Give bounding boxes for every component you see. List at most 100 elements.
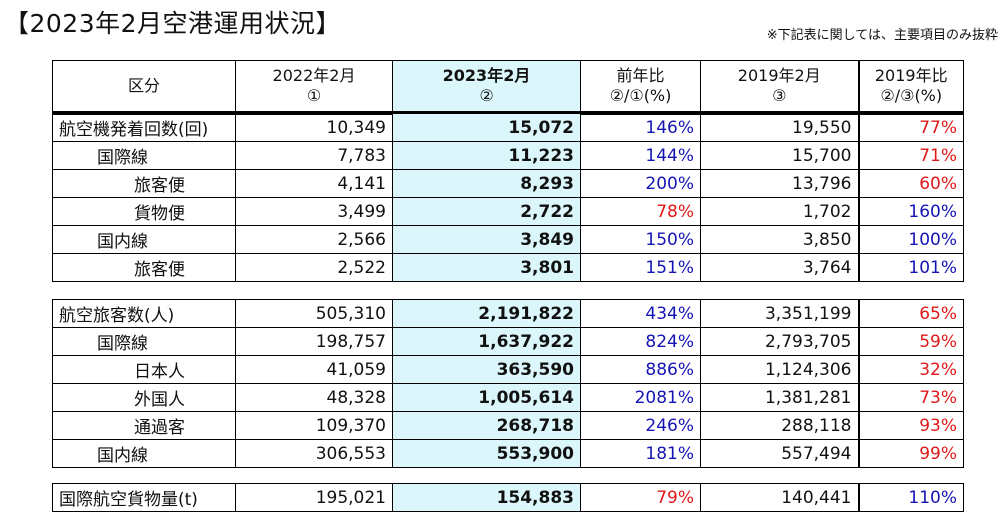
header-label: 2023年2月 <box>442 66 531 85</box>
yoy-ratio: 824% <box>580 327 701 356</box>
value-2019: 140,441 <box>700 483 860 512</box>
value-2019: 288,118 <box>700 411 860 440</box>
row-label: 旅客便 <box>52 253 236 282</box>
row-label: 日本人 <box>52 355 236 384</box>
header-table: 区分 2022年2月 ① 2023年2月 ② 前年比 ②/①(%) 2019年2月 ③ … <box>52 60 964 115</box>
value-2023: 363,590 <box>392 355 581 384</box>
yoy-ratio: 78% <box>580 197 701 226</box>
row-label: 国内線 <box>52 439 236 468</box>
value-2022: 2,566 <box>235 225 393 254</box>
value-2019: 557,494 <box>700 439 860 468</box>
vs2019-ratio: 73% <box>858 383 964 412</box>
header-sublabel: ② <box>479 86 494 105</box>
header-label: 2022年2月 <box>272 66 356 85</box>
vs2019-ratio: 77% <box>858 113 964 142</box>
value-2019: 13,796 <box>700 169 860 198</box>
value-2022: 3,499 <box>235 197 393 226</box>
value-2022: 4,141 <box>235 169 393 198</box>
value-2022: 41,059 <box>235 355 393 384</box>
value-2023: 2,191,822 <box>392 299 581 328</box>
table-row: 国内線 306,553 553,900 181% 557,494 99% <box>52 439 964 468</box>
header-label: 2019年2月 <box>737 66 821 85</box>
table-row: 国内線 2,566 3,849 150% 3,850 100% <box>52 225 964 254</box>
value-2019: 19,550 <box>700 113 860 142</box>
yoy-ratio: 200% <box>580 169 701 198</box>
section-table: 航空旅客数(人) 505,310 2,191,822 434% 3,351,199 65%… <box>52 299 964 468</box>
value-2022: 198,757 <box>235 327 393 356</box>
row-label: 国際線 <box>52 327 236 356</box>
table-row: 国際航空貨物量(t) 195,021 154,883 79% 140,441 110% <box>52 483 964 512</box>
table-row: 日本人 41,059 363,590 886% 1,124,306 32% <box>52 355 964 384</box>
value-2022: 48,328 <box>235 383 393 412</box>
value-2019: 3,764 <box>700 253 860 282</box>
header-vs2019: 2019年比 ②/③(%) <box>858 60 964 114</box>
header-2019: 2019年2月 ③ <box>700 60 860 114</box>
value-2023: 3,849 <box>392 225 581 254</box>
row-label: 国内線 <box>52 225 236 254</box>
yoy-ratio: 146% <box>580 113 701 142</box>
yoy-ratio: 246% <box>580 411 701 440</box>
row-label: 国際線 <box>52 141 236 170</box>
value-2023: 15,072 <box>392 113 581 142</box>
value-2019: 1,381,281 <box>700 383 860 412</box>
yoy-ratio: 886% <box>580 355 701 384</box>
value-2022: 306,553 <box>235 439 393 468</box>
yoy-ratio: 144% <box>580 141 701 170</box>
value-2022: 109,370 <box>235 411 393 440</box>
table-row: 航空機発着回数(回) 10,349 15,072 146% 19,550 77% <box>52 113 964 142</box>
vs2019-ratio: 65% <box>858 299 964 328</box>
value-2019: 1,124,306 <box>700 355 860 384</box>
header-sublabel: ③ <box>772 86 787 105</box>
vs2019-ratio: 93% <box>858 411 964 440</box>
vs2019-ratio: 60% <box>858 169 964 198</box>
yoy-ratio: 79% <box>580 483 701 512</box>
value-2023: 1,005,614 <box>392 383 581 412</box>
header-sublabel: ① <box>306 86 322 105</box>
header-label: 前年比 <box>616 66 665 85</box>
value-2022: 195,021 <box>235 483 393 512</box>
table-row: 旅客便 4,141 8,293 200% 13,796 60% <box>52 169 964 198</box>
table-row: 外国人 48,328 1,005,614 2081% 1,381,281 73% <box>52 383 964 412</box>
page-title: 【2023年2月空港運用状況】 <box>4 9 342 38</box>
header-2023: 2023年2月 ② <box>392 60 581 114</box>
header-2022: 2022年2月 ① <box>235 60 393 114</box>
row-label: 旅客便 <box>52 169 236 198</box>
value-2019: 2,793,705 <box>700 327 860 356</box>
header-label: 2019年比 <box>874 66 948 85</box>
vs2019-ratio: 32% <box>858 355 964 384</box>
footnote: ※下記表に関しては、主要項目のみ抜粋 <box>766 28 998 43</box>
value-2022: 7,783 <box>235 141 393 170</box>
row-label: 貨物便 <box>52 197 236 226</box>
vs2019-ratio: 99% <box>858 439 964 468</box>
yoy-ratio: 434% <box>580 299 701 328</box>
row-label: 外国人 <box>52 383 236 412</box>
table-row: 国際線 198,757 1,637,922 824% 2,793,705 59% <box>52 327 964 356</box>
value-2019: 1,702 <box>700 197 860 226</box>
yoy-ratio: 181% <box>580 439 701 468</box>
value-2019: 3,850 <box>700 225 860 254</box>
table-row: 旅客便 2,522 3,801 151% 3,764 101% <box>52 253 964 282</box>
vs2019-ratio: 100% <box>858 225 964 254</box>
header-category: 区分 <box>52 60 236 114</box>
value-2023: 8,293 <box>392 169 581 198</box>
yoy-ratio: 150% <box>580 225 701 254</box>
vs2019-ratio: 160% <box>858 197 964 226</box>
yoy-ratio: 2081% <box>580 383 701 412</box>
vs2019-ratio: 110% <box>858 483 964 512</box>
header-yoy: 前年比 ②/①(%) <box>580 60 701 114</box>
header-sublabel: ②/①(%) <box>609 86 672 105</box>
value-2019: 15,700 <box>700 141 860 170</box>
value-2023: 2,722 <box>392 197 581 226</box>
table-row: 通過客 109,370 268,718 246% 288,118 93% <box>52 411 964 440</box>
row-label: 国際航空貨物量(t) <box>52 483 236 512</box>
vs2019-ratio: 71% <box>858 141 964 170</box>
value-2022: 10,349 <box>235 113 393 142</box>
header-label: 区分 <box>127 76 160 95</box>
section-table: 航空機発着回数(回) 10,349 15,072 146% 19,550 77% 国際線 7,… <box>52 113 964 282</box>
row-label: 航空機発着回数(回) <box>52 113 236 142</box>
row-label: 航空旅客数(人) <box>52 299 236 328</box>
value-2023: 268,718 <box>392 411 581 440</box>
vs2019-ratio: 101% <box>858 253 964 282</box>
value-2023: 1,637,922 <box>392 327 581 356</box>
table-row: 貨物便 3,499 2,722 78% 1,702 160% <box>52 197 964 226</box>
